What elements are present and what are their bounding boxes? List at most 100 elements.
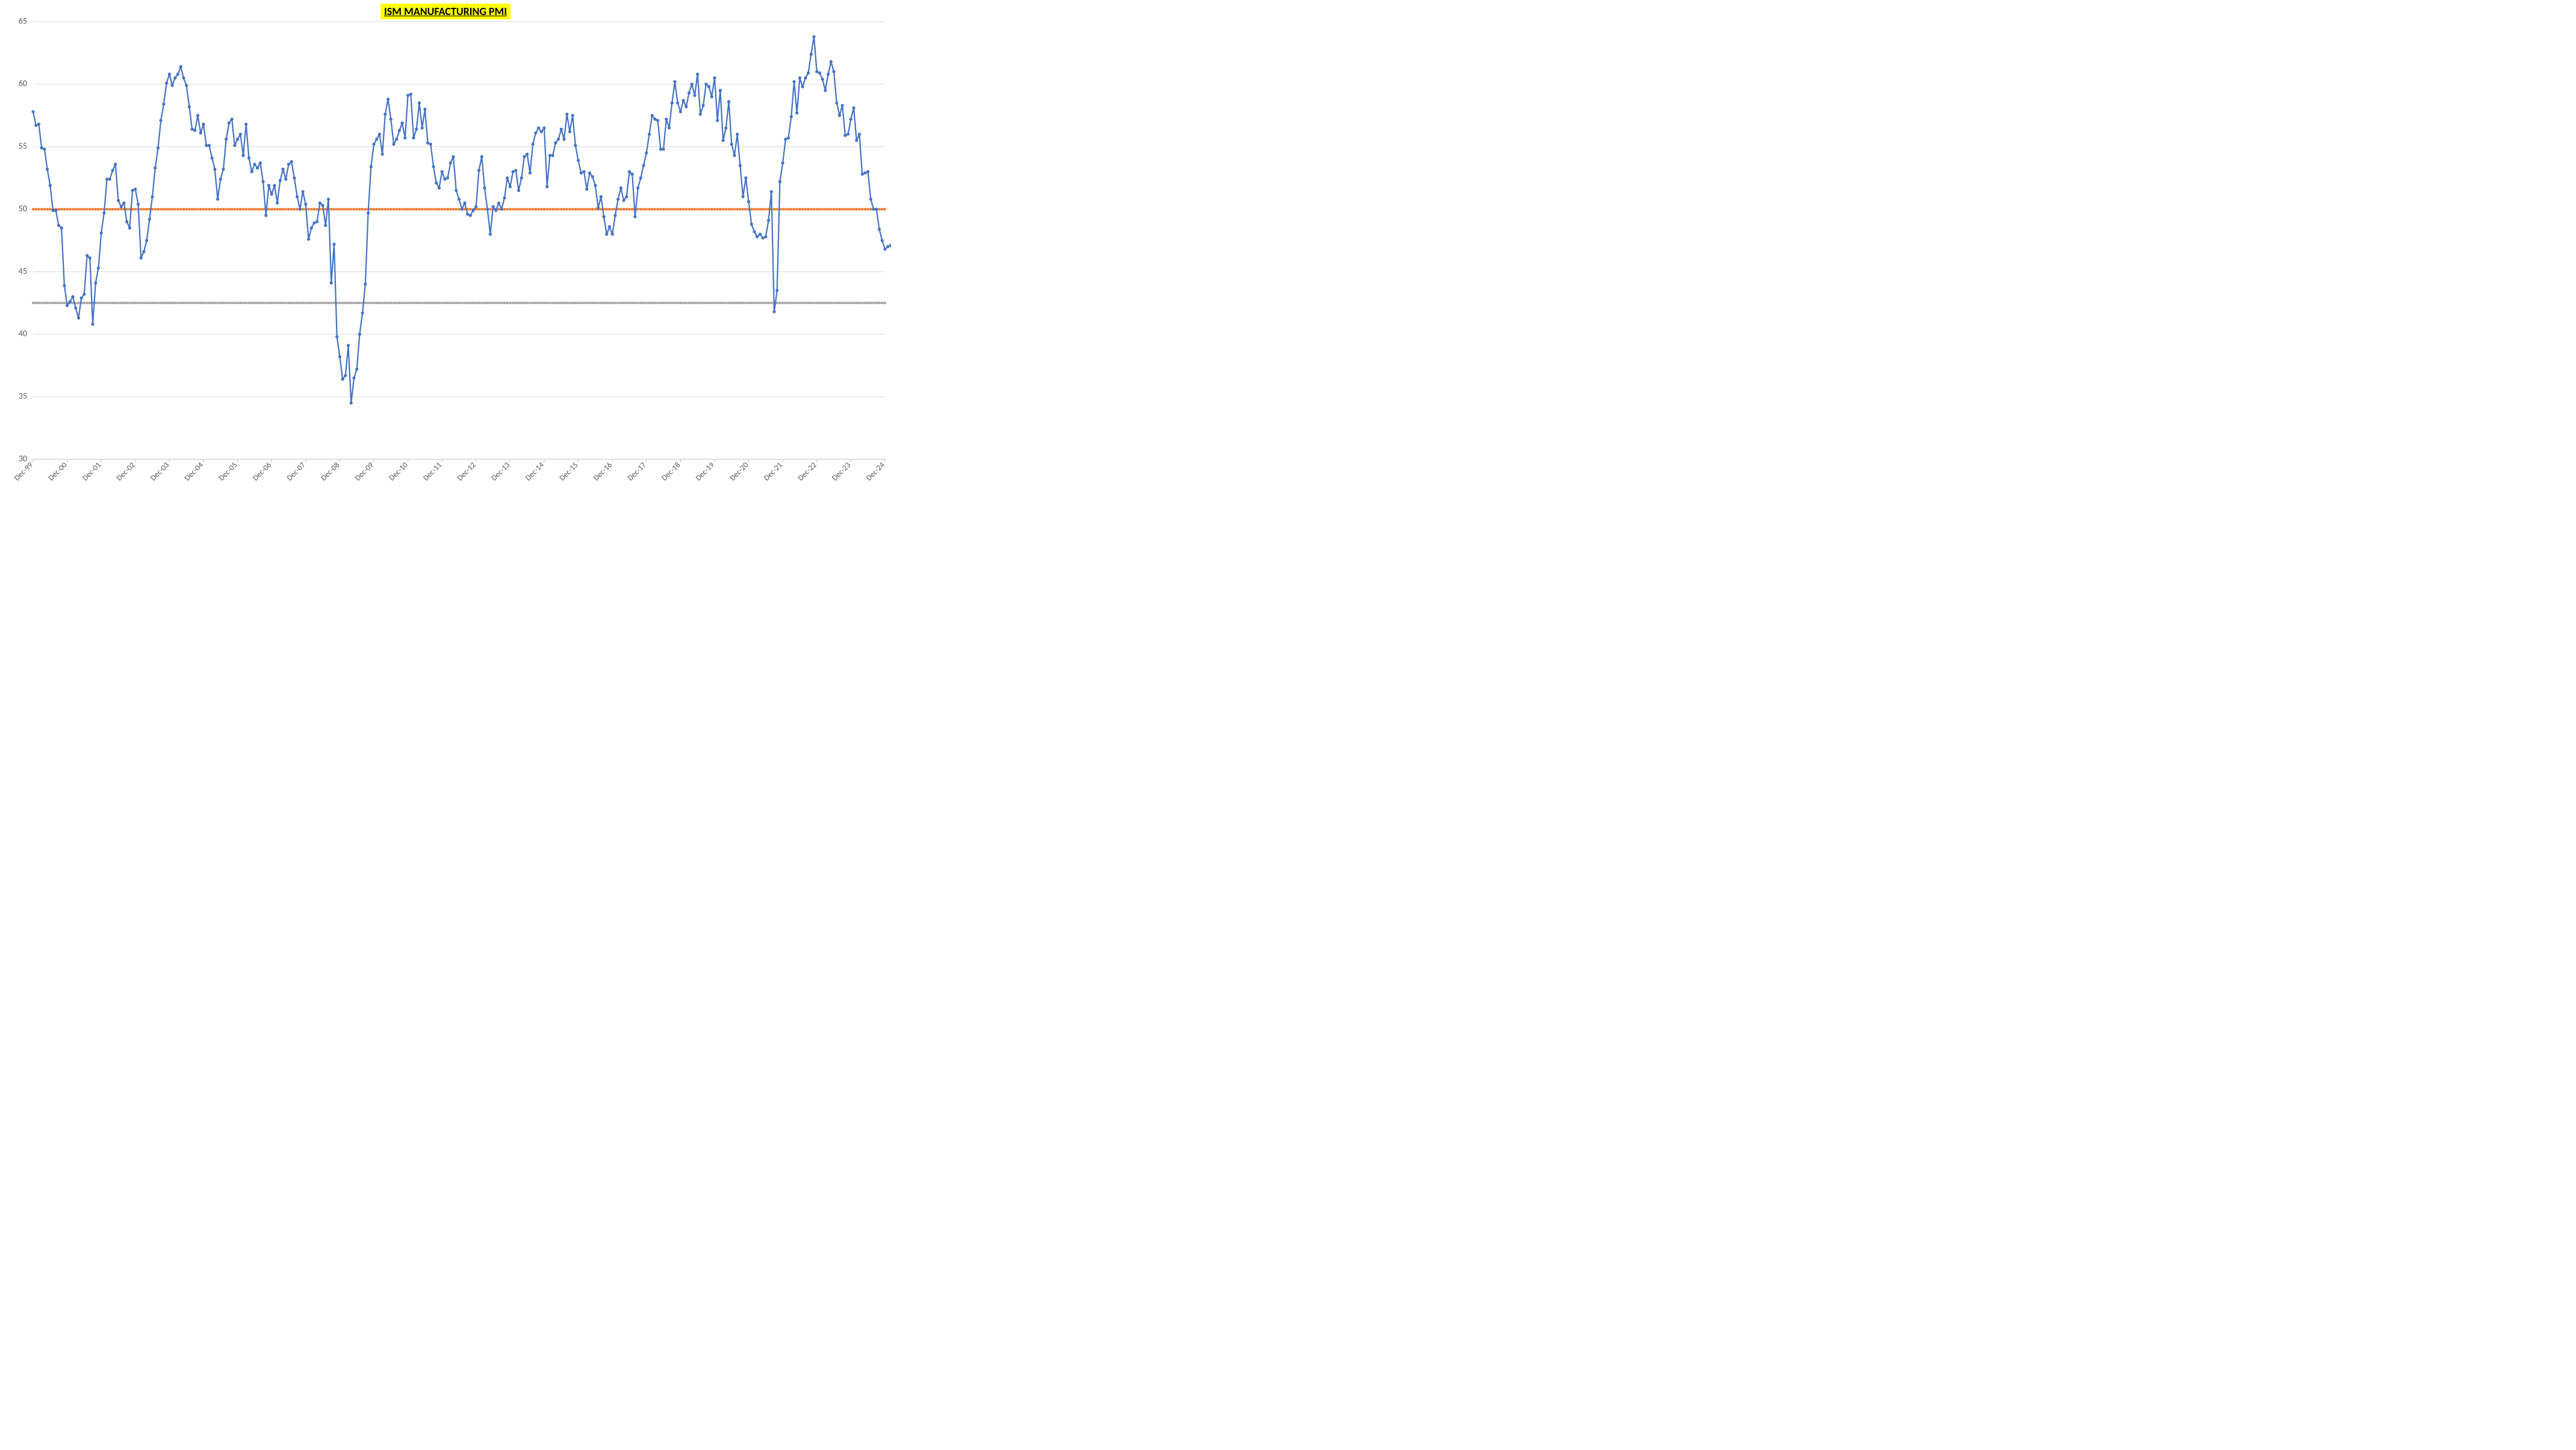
pmi-marker (293, 176, 296, 179)
reference-marker (409, 302, 412, 304)
reference-marker (165, 208, 167, 210)
pmi-marker (140, 256, 143, 259)
pmi-marker (642, 164, 645, 167)
reference-marker (750, 208, 753, 210)
reference-marker (287, 208, 290, 210)
reference-marker (608, 208, 610, 210)
reference-marker (719, 208, 721, 210)
reference-marker (398, 302, 400, 304)
reference-marker (697, 208, 699, 210)
reference-marker (137, 302, 139, 304)
pmi-marker (633, 215, 636, 218)
pmi-marker (43, 147, 46, 150)
reference-marker (262, 208, 264, 210)
reference-marker (114, 302, 117, 304)
pmi-marker (696, 73, 699, 76)
pmi-marker (452, 155, 455, 158)
reference-marker (469, 302, 471, 304)
reference-marker (674, 208, 676, 210)
reference-marker (619, 302, 622, 304)
reference-marker (765, 302, 767, 304)
reference-marker (651, 302, 653, 304)
reference-marker (790, 302, 792, 304)
reference-marker (202, 302, 205, 304)
reference-marker (43, 302, 46, 304)
reference-marker (386, 302, 389, 304)
pmi-marker (517, 189, 520, 192)
reference-marker (648, 208, 650, 210)
reference-marker (676, 208, 678, 210)
x-tick-label: Dec-04 (183, 460, 205, 483)
x-tick-label: Dec-16 (592, 460, 614, 483)
reference-marker (697, 302, 699, 304)
reference-marker (861, 302, 863, 304)
pmi-marker (97, 267, 100, 270)
pmi-marker (883, 247, 886, 250)
reference-marker (716, 302, 719, 304)
reference-marker (600, 208, 602, 210)
pmi-marker (429, 143, 432, 146)
pmi-marker (222, 168, 225, 171)
pmi-marker (381, 153, 384, 156)
reference-marker (767, 302, 769, 304)
pmi-marker (608, 225, 611, 228)
reference-marker (869, 302, 872, 304)
reference-marker (798, 302, 801, 304)
reference-marker (674, 302, 676, 304)
reference-marker (37, 208, 40, 210)
pmi-marker (750, 223, 753, 226)
reference-marker (801, 208, 804, 210)
reference-marker (353, 302, 355, 304)
pmi-marker (704, 82, 707, 85)
pmi-marker (534, 131, 537, 134)
pmi-marker (509, 185, 512, 188)
reference-marker (185, 302, 188, 304)
pmi-marker (304, 203, 307, 206)
pmi-marker (461, 208, 464, 211)
reference-marker (432, 302, 435, 304)
x-tick-label: Dec-02 (115, 460, 137, 483)
reference-marker (846, 208, 849, 210)
reference-marker (776, 208, 778, 210)
pmi-marker (324, 224, 327, 227)
reference-marker (421, 302, 423, 304)
reference-marker (446, 302, 448, 304)
reference-marker (40, 208, 43, 210)
reference-marker (813, 208, 815, 210)
pmi-marker (182, 76, 185, 79)
pmi-marker (241, 154, 244, 157)
pmi-marker (188, 105, 191, 108)
reference-marker (830, 208, 832, 210)
pmi-marker (173, 76, 176, 79)
reference-marker (798, 208, 801, 210)
reference-marker (739, 208, 741, 210)
reference-marker (92, 208, 94, 210)
pmi-marker (770, 190, 773, 193)
reference-marker (517, 302, 520, 304)
reference-marker (97, 208, 99, 210)
reference-marker (548, 302, 551, 304)
reference-marker (765, 208, 767, 210)
reference-marker (489, 208, 491, 210)
pmi-marker (512, 170, 515, 173)
pmi-marker (60, 226, 63, 229)
reference-marker (239, 208, 241, 210)
pmi-marker (34, 124, 37, 127)
reference-marker (393, 302, 395, 304)
reference-marker (606, 208, 608, 210)
pmi-marker (310, 226, 313, 229)
reference-marker (730, 302, 733, 304)
pmi-marker (574, 144, 577, 147)
pmi-marker (616, 197, 619, 200)
reference-marker (95, 208, 97, 210)
pmi-marker (244, 123, 247, 126)
pmi-marker (665, 117, 668, 120)
pmi-marker (591, 175, 594, 178)
pmi-marker (264, 214, 267, 217)
reference-marker (773, 208, 775, 210)
reference-marker (396, 208, 398, 210)
pmi-marker (443, 178, 446, 181)
pmi-marker (225, 138, 228, 141)
reference-marker (367, 302, 369, 304)
reference-marker (279, 208, 281, 210)
